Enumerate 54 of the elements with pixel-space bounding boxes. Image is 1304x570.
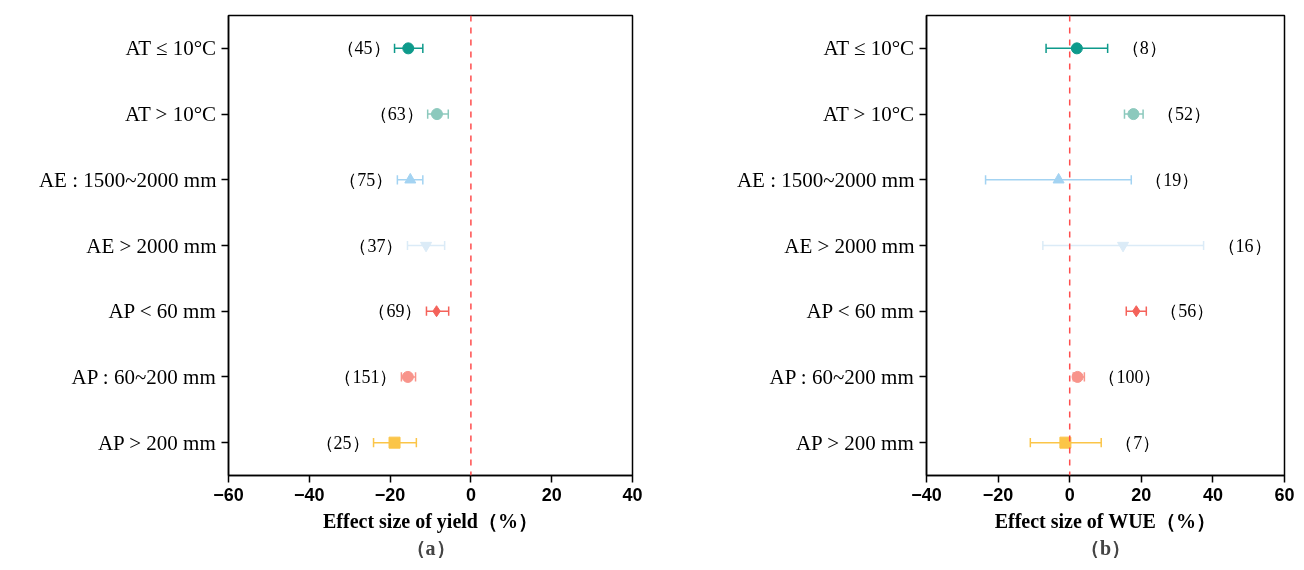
point bbox=[1127, 108, 1140, 121]
x-tick-label: 20 bbox=[541, 484, 562, 505]
y-tick-label: AE > 2000 mm bbox=[86, 233, 217, 258]
x-tick-label: 40 bbox=[622, 484, 643, 505]
point bbox=[1059, 436, 1072, 449]
point bbox=[388, 436, 401, 449]
annotation: （7） bbox=[1115, 432, 1161, 453]
x-tick-label: 40 bbox=[1202, 484, 1223, 505]
annotation: （45） bbox=[336, 38, 391, 59]
y-tick-label: AE > 2000 mm bbox=[784, 233, 915, 258]
x-tick-label: −60 bbox=[213, 484, 244, 505]
x-tick-label: 0 bbox=[1064, 484, 1075, 505]
x-tick-label: 60 bbox=[1274, 484, 1295, 505]
annotation: （151） bbox=[334, 366, 398, 387]
point bbox=[420, 241, 433, 253]
annotation: （69） bbox=[368, 301, 423, 322]
point bbox=[404, 172, 417, 184]
y-tick-label: AT ≤ 10°C bbox=[823, 36, 915, 61]
y-tick-label: AT > 10°C bbox=[125, 102, 217, 127]
y-tick-label: AT > 10°C bbox=[823, 102, 915, 127]
x-axis-title: Effect size of yield（%） bbox=[323, 509, 538, 533]
annotation: （8） bbox=[1121, 38, 1167, 59]
annotation: （19） bbox=[1145, 169, 1200, 190]
point bbox=[1070, 42, 1083, 55]
annotation: （75） bbox=[339, 169, 394, 190]
point bbox=[402, 42, 415, 55]
point bbox=[430, 108, 443, 121]
annotation: （63） bbox=[369, 104, 424, 125]
x-axis-title: Effect size of WUE（%） bbox=[994, 509, 1216, 532]
annotation: （52） bbox=[1157, 104, 1212, 125]
text: （a） bbox=[405, 536, 456, 559]
x-tick-label: −40 bbox=[294, 484, 325, 505]
x-tick-label: 0 bbox=[465, 484, 476, 505]
point bbox=[1052, 172, 1065, 184]
x-tick-label: −20 bbox=[374, 484, 406, 505]
y-tick-label: AP < 60 mm bbox=[806, 299, 914, 324]
x-tick-label: −20 bbox=[982, 484, 1014, 505]
annotation: （56） bbox=[1160, 301, 1215, 322]
point bbox=[1117, 241, 1130, 253]
y-tick-label: AE : 1500~2000 mm bbox=[38, 167, 217, 192]
y-tick-label: AE : 1500~2000 mm bbox=[736, 167, 915, 192]
annotation: （37） bbox=[349, 235, 404, 256]
y-tick-label: AP < 60 mm bbox=[108, 299, 216, 324]
x-tick-label: 20 bbox=[1131, 484, 1152, 505]
y-tick-label: AP > 200 mm bbox=[97, 430, 216, 455]
text: （b） bbox=[1079, 536, 1132, 559]
x-tick-label: −40 bbox=[911, 484, 942, 505]
y-tick-label: AT ≤ 10°C bbox=[125, 36, 217, 61]
y-tick-label: AP : 60~200 mm bbox=[71, 364, 216, 389]
y-tick-label: AP : 60~200 mm bbox=[769, 364, 914, 389]
annotation: （25） bbox=[315, 432, 370, 453]
annotation: （16） bbox=[1217, 235, 1272, 256]
annotation: （100） bbox=[1098, 366, 1162, 387]
y-tick-label: AP > 200 mm bbox=[795, 430, 914, 455]
